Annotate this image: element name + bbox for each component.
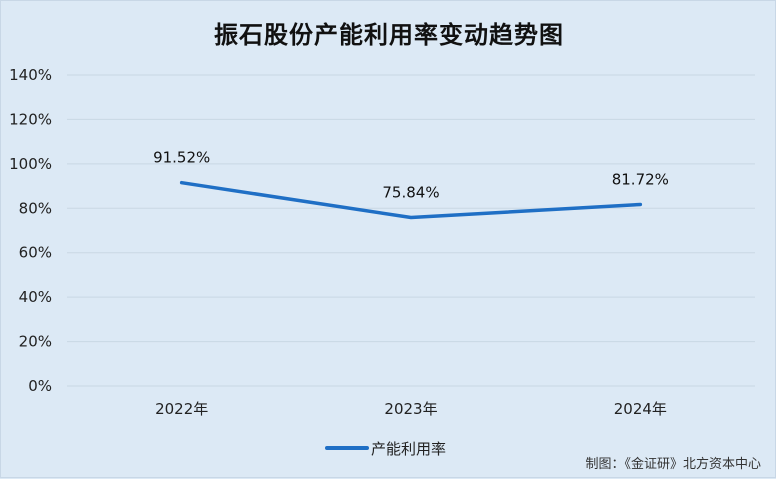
- y-tick-label: 100%: [9, 155, 52, 173]
- series-line: [179, 180, 643, 220]
- x-tick-label: 2024年: [614, 400, 667, 418]
- series-lines: [179, 180, 643, 220]
- x-axis-ticks: 2022年 2023年 2024年: [155, 400, 667, 418]
- data-label: 75.84%: [382, 184, 439, 202]
- legend-label: 产能利用率: [371, 440, 446, 458]
- chart-title: 振石股份产能利用率变动趋势图: [214, 21, 564, 49]
- x-tick-label: 2022年: [155, 400, 208, 418]
- y-tick-label: 40%: [19, 288, 52, 306]
- y-tick-label: 80%: [19, 199, 52, 217]
- data-label: 91.52%: [153, 149, 210, 167]
- y-axis-ticks: 0% 20% 40% 60% 80% 100% 120% 140%: [9, 66, 52, 395]
- data-label: 81.72%: [612, 170, 669, 188]
- y-tick-label: 60%: [19, 244, 52, 262]
- gridlines: [67, 74, 755, 387]
- y-tick-label: 20%: [19, 333, 52, 351]
- data-labels: 91.52% 75.84% 81.72%: [153, 149, 669, 202]
- legend: 产能利用率: [325, 440, 446, 458]
- x-tick-label: 2023年: [384, 400, 437, 418]
- source-credit: 制图：《金证研》北方资本中心: [585, 457, 761, 472]
- y-tick-label: 0%: [28, 377, 52, 395]
- y-tick-label: 140%: [9, 66, 52, 84]
- y-tick-label: 120%: [9, 110, 52, 128]
